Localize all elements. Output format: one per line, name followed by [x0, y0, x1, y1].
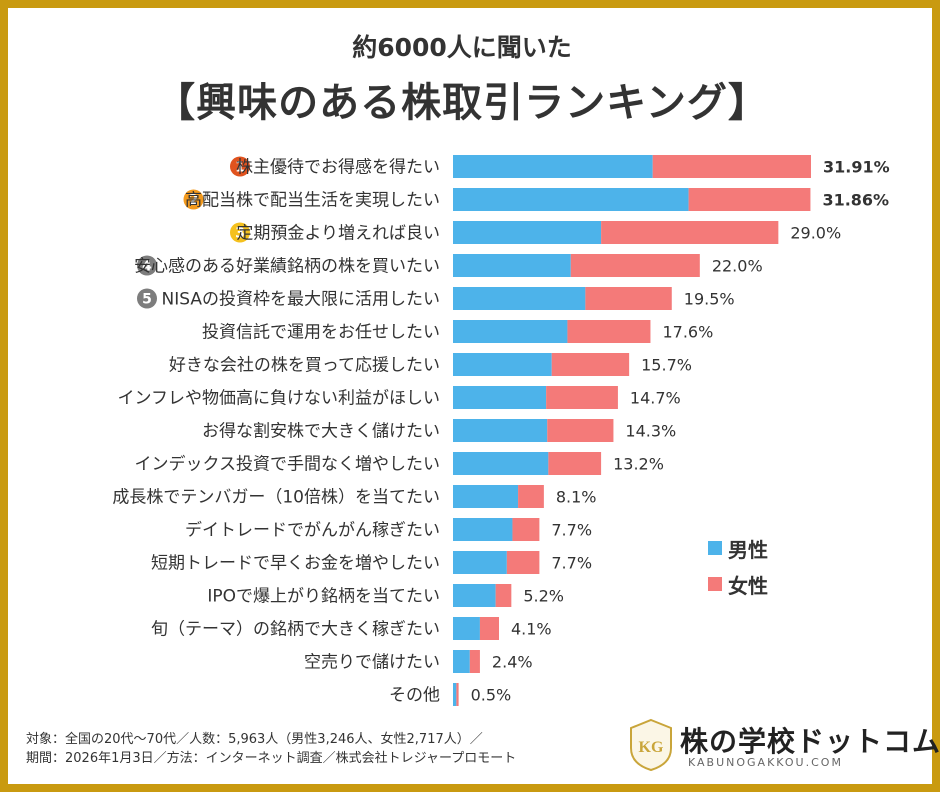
bar-male [453, 650, 470, 673]
legend: 男性 女性 [708, 530, 768, 602]
category-label: 安心感のある好業績銘柄の株を買いたい [134, 257, 440, 277]
bar-male [453, 551, 507, 574]
bar-male [453, 221, 602, 244]
category-label: 成長株でテンバガー（10倍株）を当てたい [112, 488, 440, 508]
bar-male [453, 485, 519, 508]
rank-number: 3 [235, 226, 245, 242]
value-label: 31.86% [822, 191, 889, 210]
rank-number: 4 [142, 259, 152, 275]
bar-female [547, 419, 614, 442]
bar-female [601, 221, 779, 244]
bar-male [453, 452, 549, 475]
bar-female [512, 518, 540, 541]
bar-female [570, 254, 700, 277]
category-label: 短期トレードで早くお金を増やしたい [151, 554, 440, 574]
bar-female [688, 188, 811, 211]
value-label: 0.5% [471, 686, 512, 705]
bar-female [479, 617, 499, 640]
legend-swatch-male [708, 541, 722, 555]
rank-badge [137, 255, 157, 276]
rank-badge [230, 222, 250, 243]
value-label: 14.3% [625, 422, 676, 441]
category-label: 旬（テーマ）の銘柄で大きく稼ぎたい [151, 620, 440, 640]
bar-female [567, 320, 651, 343]
bar-male [453, 584, 496, 607]
value-label: 14.7% [630, 389, 681, 408]
bar-female [469, 650, 480, 673]
value-label: 7.7% [551, 554, 592, 573]
value-label: 4.1% [511, 620, 552, 639]
rank-badge [183, 189, 204, 210]
category-label: 高配当株で配当生活を実現したい [185, 191, 440, 211]
legend-label-female: 女性 [728, 573, 768, 598]
rank-badge [137, 288, 157, 309]
chart-subtitle: 約6000人に聞いた [352, 33, 572, 62]
rank-number: 2 [189, 193, 199, 209]
brand-domain: KABUNOGAKKOU.COM [688, 756, 843, 769]
value-label: 15.7% [641, 356, 692, 375]
shield-emblem-icon: KG [630, 718, 672, 772]
category-label: お得な割安株で大きく儲けたい [202, 422, 440, 442]
bar-male [453, 320, 568, 343]
brand-name: 株の学校ドットコム [680, 725, 940, 758]
bar-male [453, 419, 548, 442]
value-label: 5.2% [523, 587, 564, 606]
legend-label-male: 男性 [728, 537, 768, 562]
category-label: インフレや物価高に負けない利益がほしい [118, 389, 441, 409]
bar-female [652, 155, 811, 178]
bar-female [518, 485, 544, 508]
survey-note-line2: 期間：2026年1月3日／方法：インターネット調査／株式会社トレジャープロモート [26, 751, 517, 766]
category-label: 株主優待でお得感を得たい [236, 158, 440, 178]
bar-male [453, 254, 571, 277]
bar-male [453, 287, 586, 310]
bar-male [453, 188, 689, 211]
category-label: デイトレードでがんがん稼ぎたい [185, 520, 440, 541]
bar-female [585, 287, 672, 310]
svg-text:KG: KG [639, 739, 664, 756]
bar-female [546, 386, 618, 409]
bar-female [548, 452, 602, 475]
bar-male [453, 386, 547, 409]
brand-logo: KG 株の学校ドットコム KABUNOGAKKOU.COM [628, 718, 940, 774]
bar-female [495, 584, 512, 607]
chart-title: 【興味のある株取引ランキング】 [155, 80, 769, 126]
category-label: IPOで爆上がり銘柄を当てたい [207, 587, 440, 607]
legend-swatch-female [708, 577, 722, 591]
bar-male [453, 617, 480, 640]
category-label: インデックス投資で手間なく増やしたい [135, 454, 441, 475]
legend-item-female: 女性 [708, 566, 768, 602]
bar-male [453, 518, 513, 541]
legend-item-male: 男性 [708, 530, 768, 566]
value-label: 29.0% [790, 224, 841, 243]
rank-badge [230, 156, 250, 177]
value-label: 31.91% [823, 158, 890, 177]
bar-male [453, 683, 457, 706]
value-label: 22.0% [712, 257, 763, 276]
value-label: 13.2% [613, 455, 664, 474]
value-label: 19.5% [684, 290, 735, 309]
survey-note-line1: 対象：全国の20代〜70代／人数：5,963人（男性3,246人、女性2,717… [26, 732, 483, 747]
category-label: 好きな会社の株を買って応援したい [169, 356, 440, 376]
category-label: 投資信託で運用をお任せしたい [202, 323, 440, 343]
bar-female [506, 551, 540, 574]
value-label: 7.7% [551, 521, 592, 540]
bar-male [453, 155, 653, 178]
category-label: NISAの投資枠を最大限に活用したい [162, 290, 440, 310]
category-label: 空売りで儲けたい [304, 653, 440, 673]
bar-female [456, 683, 459, 706]
category-label: その他 [389, 686, 440, 706]
rank-number: 5 [142, 292, 152, 308]
value-label: 17.6% [662, 323, 713, 342]
survey-note: 対象：全国の20代〜70代／人数：5,963人（男性3,246人、女性2,717… [26, 730, 516, 768]
value-label: 2.4% [492, 653, 533, 672]
category-label: 定期預金より増えれば良い [236, 224, 440, 244]
value-label: 8.1% [556, 488, 597, 507]
bar-male [453, 353, 552, 376]
bar-female [551, 353, 630, 376]
rank-number: 1 [235, 160, 245, 176]
